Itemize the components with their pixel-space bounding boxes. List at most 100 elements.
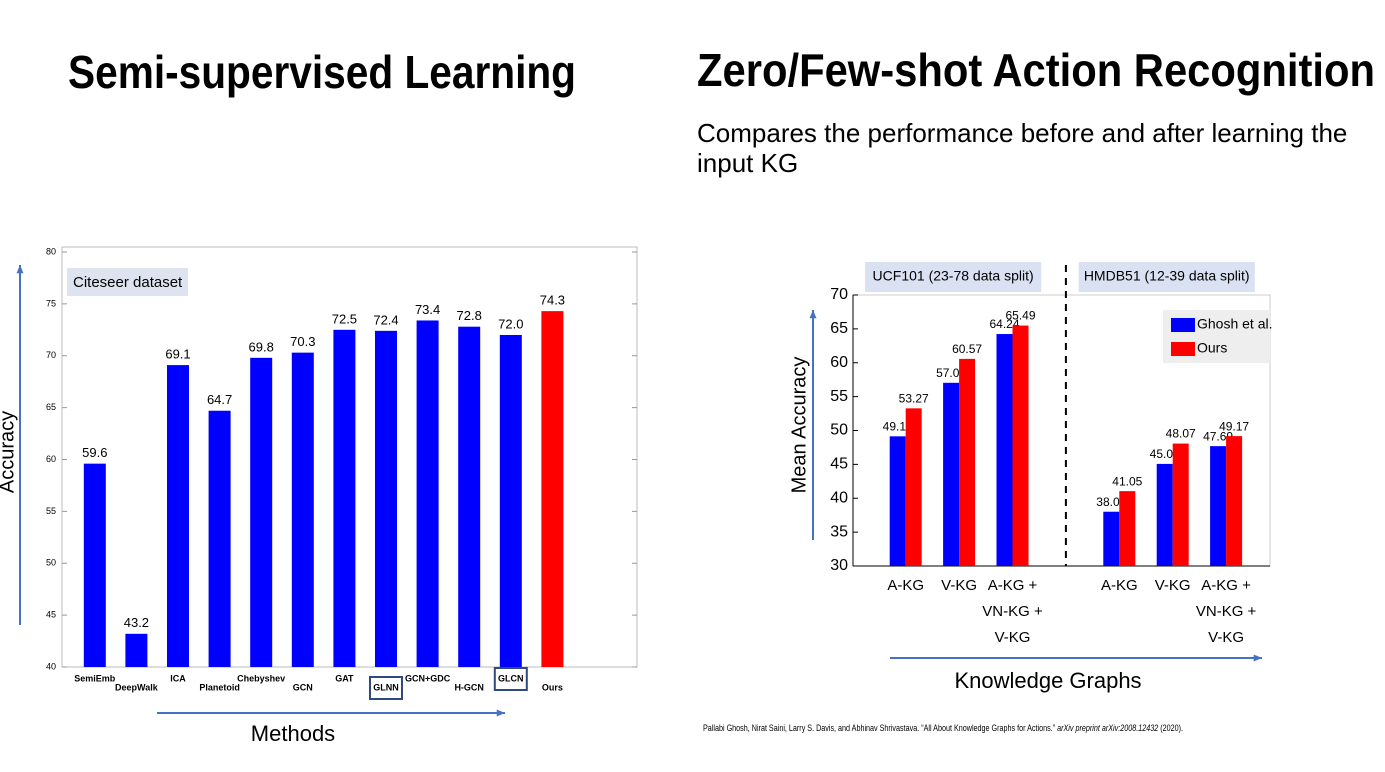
highlight-box: [369, 676, 403, 700]
x-tick-label: Ours: [542, 682, 563, 692]
x-tick-label: DeepWalk: [115, 682, 159, 692]
value-label: 45.07: [1150, 447, 1180, 461]
value-label: 53.27: [899, 392, 929, 406]
x-axis-label: Knowledge Graphs: [954, 668, 1141, 693]
y-tick-label: 60: [46, 454, 56, 464]
value-label: 57.04: [936, 366, 966, 380]
y-tick-label: 50: [830, 422, 848, 439]
y-tick-label: 80: [46, 246, 56, 256]
bar: [905, 408, 922, 566]
x-tick-label: SemiEmb: [74, 673, 116, 683]
right-title: Zero/Few-shot Action Recognition: [697, 44, 1375, 96]
y-tick-label: 40: [830, 489, 848, 506]
legend-label: Ours: [1197, 340, 1227, 356]
value-label: 72.5: [332, 311, 357, 326]
x-tick-label: GLCN: [498, 673, 524, 683]
highlight-box: [493, 667, 528, 691]
x-tick-label: GLNN: [373, 682, 399, 692]
x-tick-label: ICA: [170, 673, 186, 683]
arrow-head: [1253, 654, 1262, 662]
bar: [416, 320, 439, 667]
bar: [1172, 443, 1189, 566]
x-tick-label: V-KG: [1154, 577, 1191, 594]
x-axis-label: Methods: [251, 721, 335, 746]
value-label: 72.8: [457, 308, 482, 323]
value-label: 49.17: [1219, 419, 1249, 433]
x-tick-label: A-KG: [1100, 577, 1138, 594]
subtitle: Compares the performance before and afte…: [697, 118, 1348, 178]
value-label: 49.14: [883, 419, 913, 433]
value-label: 41.05: [1112, 474, 1142, 488]
bar: [83, 463, 106, 667]
y-tick-label: 65: [46, 402, 56, 412]
value-label: 74.3: [540, 293, 565, 308]
value-label: 70.3: [290, 334, 315, 349]
value-label: 64.7: [207, 392, 232, 407]
bar: [541, 311, 564, 667]
value-label: 59.6: [82, 445, 107, 460]
bar: [208, 410, 231, 667]
group-label: HMDB51 (12-39 data split): [1084, 268, 1250, 284]
citation-year: (2020).: [1160, 723, 1183, 733]
x-tick-label: A-KG + VN-KG + V-KG: [982, 577, 1043, 646]
bar: [333, 329, 356, 667]
x-tick-label: GCN+GDC: [405, 673, 451, 683]
value-label: 72.4: [373, 312, 398, 327]
y-tick-label: 75: [46, 298, 56, 308]
value-label: 48.07: [1166, 427, 1196, 441]
value-label: 64.24: [989, 317, 1019, 331]
y-tick-label: 45: [830, 456, 848, 473]
y-tick-label: 70: [830, 286, 848, 303]
bar: [889, 436, 906, 566]
y-tick-label: 55: [46, 506, 56, 516]
bar: [125, 633, 148, 667]
bar: [943, 382, 960, 566]
y-tick-label: 45: [46, 610, 56, 620]
bar: [458, 326, 481, 667]
bar: [959, 358, 976, 566]
bar: [1012, 325, 1029, 566]
bar: [499, 335, 522, 667]
legend-label: Ghosh et al.: [1197, 316, 1273, 332]
bar: [291, 352, 314, 667]
bar: [1103, 511, 1120, 566]
arrow-head: [809, 310, 817, 319]
citation-paper: “All About Knowledge Graphs for Actions.…: [921, 723, 1055, 733]
bar: [996, 334, 1013, 566]
value-label: 38.01: [1096, 495, 1126, 509]
bar: [1119, 491, 1136, 566]
left-title: Semi-supervised Learning: [68, 46, 576, 98]
bar: [167, 365, 189, 667]
group-label-box: [865, 262, 1042, 292]
bar: [375, 330, 397, 667]
x-tick-label: GAT: [335, 673, 354, 683]
bar: [1156, 463, 1173, 566]
value-label: 69.1: [165, 347, 190, 362]
x-tick-label: V-KG: [941, 577, 978, 594]
y-axis-label: Mean Accuracy: [788, 357, 810, 494]
bar: [1210, 446, 1227, 566]
y-axis-label: Accuracy: [0, 411, 18, 493]
y-tick-label: 35: [830, 523, 848, 540]
legend-swatch: [1171, 342, 1195, 356]
group-label: UCF101 (23-78 data split): [873, 268, 1034, 284]
group-label-box: [1078, 262, 1255, 292]
x-tick-label: H-GCN: [454, 682, 484, 692]
x-tick-label: Planetoid: [199, 682, 240, 692]
value-label: 60.57: [952, 342, 982, 356]
arrow-head: [16, 265, 24, 274]
value-label: 72.0: [498, 316, 523, 331]
y-tick-label: 60: [830, 354, 848, 371]
citation-venue: arXiv preprint arXiv:2008.12432: [1057, 723, 1158, 733]
legend-swatch: [1171, 318, 1195, 332]
value-label: 43.2: [124, 615, 149, 630]
y-tick-label: 55: [830, 388, 848, 405]
annotation-box: [67, 268, 188, 296]
x-tick-label: GCN: [293, 682, 313, 692]
value-label: 65.49: [1005, 309, 1035, 323]
bar: [250, 357, 273, 667]
citation: Pallabi Ghosh, Nirat Saini, Larry S. Dav…: [703, 723, 1183, 733]
x-tick-label: A-KG: [887, 577, 925, 594]
